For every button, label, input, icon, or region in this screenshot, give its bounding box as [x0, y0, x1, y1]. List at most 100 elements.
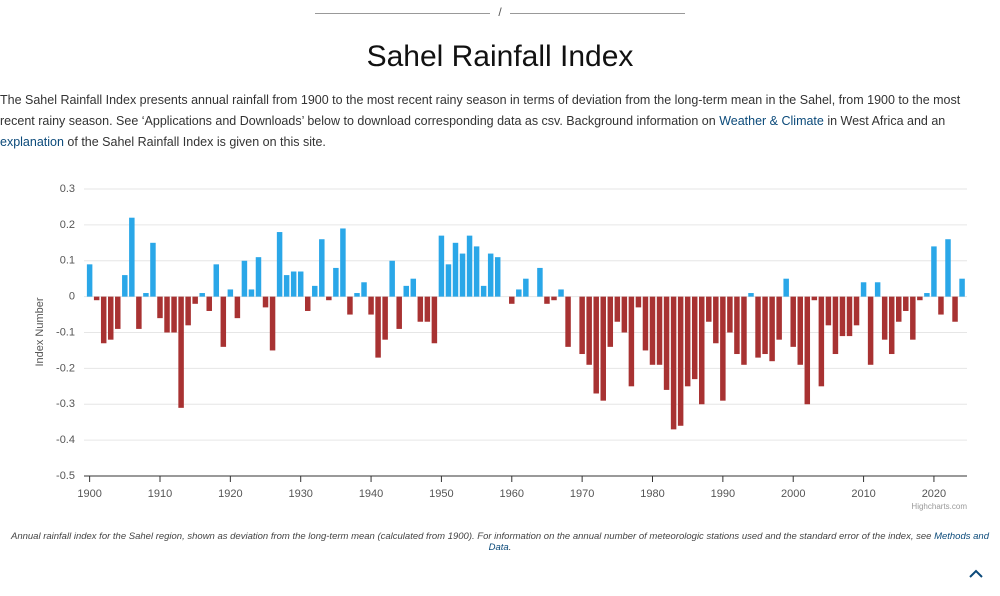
bar: [431, 296, 438, 344]
chart: Index Number Highcharts.com 0.3 0.2 0.1 0 -0…: [34, 183, 967, 511]
bar: [354, 293, 360, 297]
link[interactable]: Methods and Data: [488, 531, 989, 553]
link[interactable]: Weather & Climate: [719, 114, 824, 128]
bar: [881, 296, 888, 340]
bar: [621, 296, 628, 333]
x-tick-label: 2020: [922, 488, 946, 500]
bar: [677, 296, 684, 426]
bar: [853, 296, 860, 326]
bar: [558, 289, 564, 297]
y-tick-label: 0: [69, 291, 75, 303]
text: The Sahel Rainfall Index presents annual…: [0, 93, 961, 128]
bar: [804, 296, 811, 405]
bar: [122, 275, 128, 297]
bar: [297, 271, 304, 297]
bar: [797, 296, 803, 365]
x-tick-label: 2000: [781, 488, 805, 500]
bar: [248, 289, 255, 297]
bar: [438, 235, 445, 297]
link[interactable]: explanation: [0, 135, 64, 149]
bar: [410, 278, 417, 297]
breadcrumb[interactable]: /: [498, 5, 502, 19]
bar: [790, 296, 796, 347]
bar: [326, 296, 332, 301]
bar: [100, 296, 107, 344]
bar: [938, 296, 944, 315]
bar: [396, 296, 402, 329]
credit[interactable]: Highcharts.com: [911, 502, 967, 511]
bar: [290, 271, 297, 297]
bar: [544, 296, 550, 304]
bar: [206, 296, 212, 311]
bar: [586, 296, 592, 365]
y-tick-label: -0.2: [56, 362, 75, 374]
scroll-top[interactable]: [966, 566, 986, 582]
bar: [283, 275, 290, 297]
bar: [748, 293, 754, 297]
x-tick-label: 1970: [570, 488, 594, 500]
bar: [565, 296, 571, 347]
x-tick-label: 1950: [429, 488, 453, 500]
bar: [340, 228, 346, 297]
bar: [255, 257, 262, 297]
bar: [656, 296, 663, 365]
intro: The Sahel Rainfall Index presents annual…: [0, 90, 995, 153]
caption: Annual rainfall index for the Sahel regi…: [0, 531, 1000, 553]
bar: [783, 278, 789, 297]
bar: [445, 264, 452, 297]
bar: [642, 296, 649, 351]
divider: [510, 13, 685, 14]
bar: [959, 278, 965, 297]
bar: [466, 235, 473, 297]
bar: [888, 296, 895, 355]
bar: [706, 296, 712, 322]
bar: [473, 246, 480, 297]
bar: [129, 217, 135, 297]
bar: [945, 239, 951, 297]
bar: [494, 257, 501, 297]
text: of the Sahel Rainfall Index is given on …: [63, 135, 326, 149]
y-tick-label: -0.4: [56, 434, 75, 446]
x-tick-label: 1900: [77, 488, 101, 500]
bar: [86, 264, 93, 297]
x-tick-label: 2010: [851, 488, 875, 500]
bar: [593, 296, 599, 394]
bar: [199, 293, 205, 297]
bar: [452, 242, 459, 297]
bar: [924, 293, 930, 297]
bar: [551, 296, 557, 301]
bar: [192, 296, 198, 304]
bar: [839, 296, 846, 337]
bar: [304, 296, 311, 311]
bar: [734, 296, 740, 355]
bar: [903, 296, 909, 311]
bar: [769, 296, 775, 362]
bar: [635, 296, 642, 308]
bar: [818, 296, 825, 387]
bar: [832, 296, 839, 355]
bar: [691, 296, 698, 380]
text: .: [508, 542, 512, 553]
bar: [227, 289, 234, 297]
bar: [910, 296, 916, 340]
x-tick-label: 1910: [148, 488, 172, 500]
bar: [417, 296, 424, 322]
bar: [917, 296, 923, 301]
bar: [741, 296, 747, 365]
x-tick-label: 1960: [500, 488, 524, 500]
bar: [523, 278, 529, 297]
y-tick-label: -0.3: [56, 398, 75, 410]
bar: [178, 296, 184, 408]
bar: [628, 296, 635, 387]
bar: [776, 296, 782, 340]
bar: [319, 239, 325, 297]
bar: [424, 296, 431, 322]
bar: [368, 296, 374, 315]
bar: [403, 285, 409, 297]
bar: [241, 260, 248, 297]
bar: [487, 253, 494, 297]
bar: [107, 296, 114, 340]
bar: [220, 296, 227, 347]
page-title: Sahel Rainfall Index: [366, 40, 634, 73]
y-tick-label: 0.1: [60, 255, 75, 267]
